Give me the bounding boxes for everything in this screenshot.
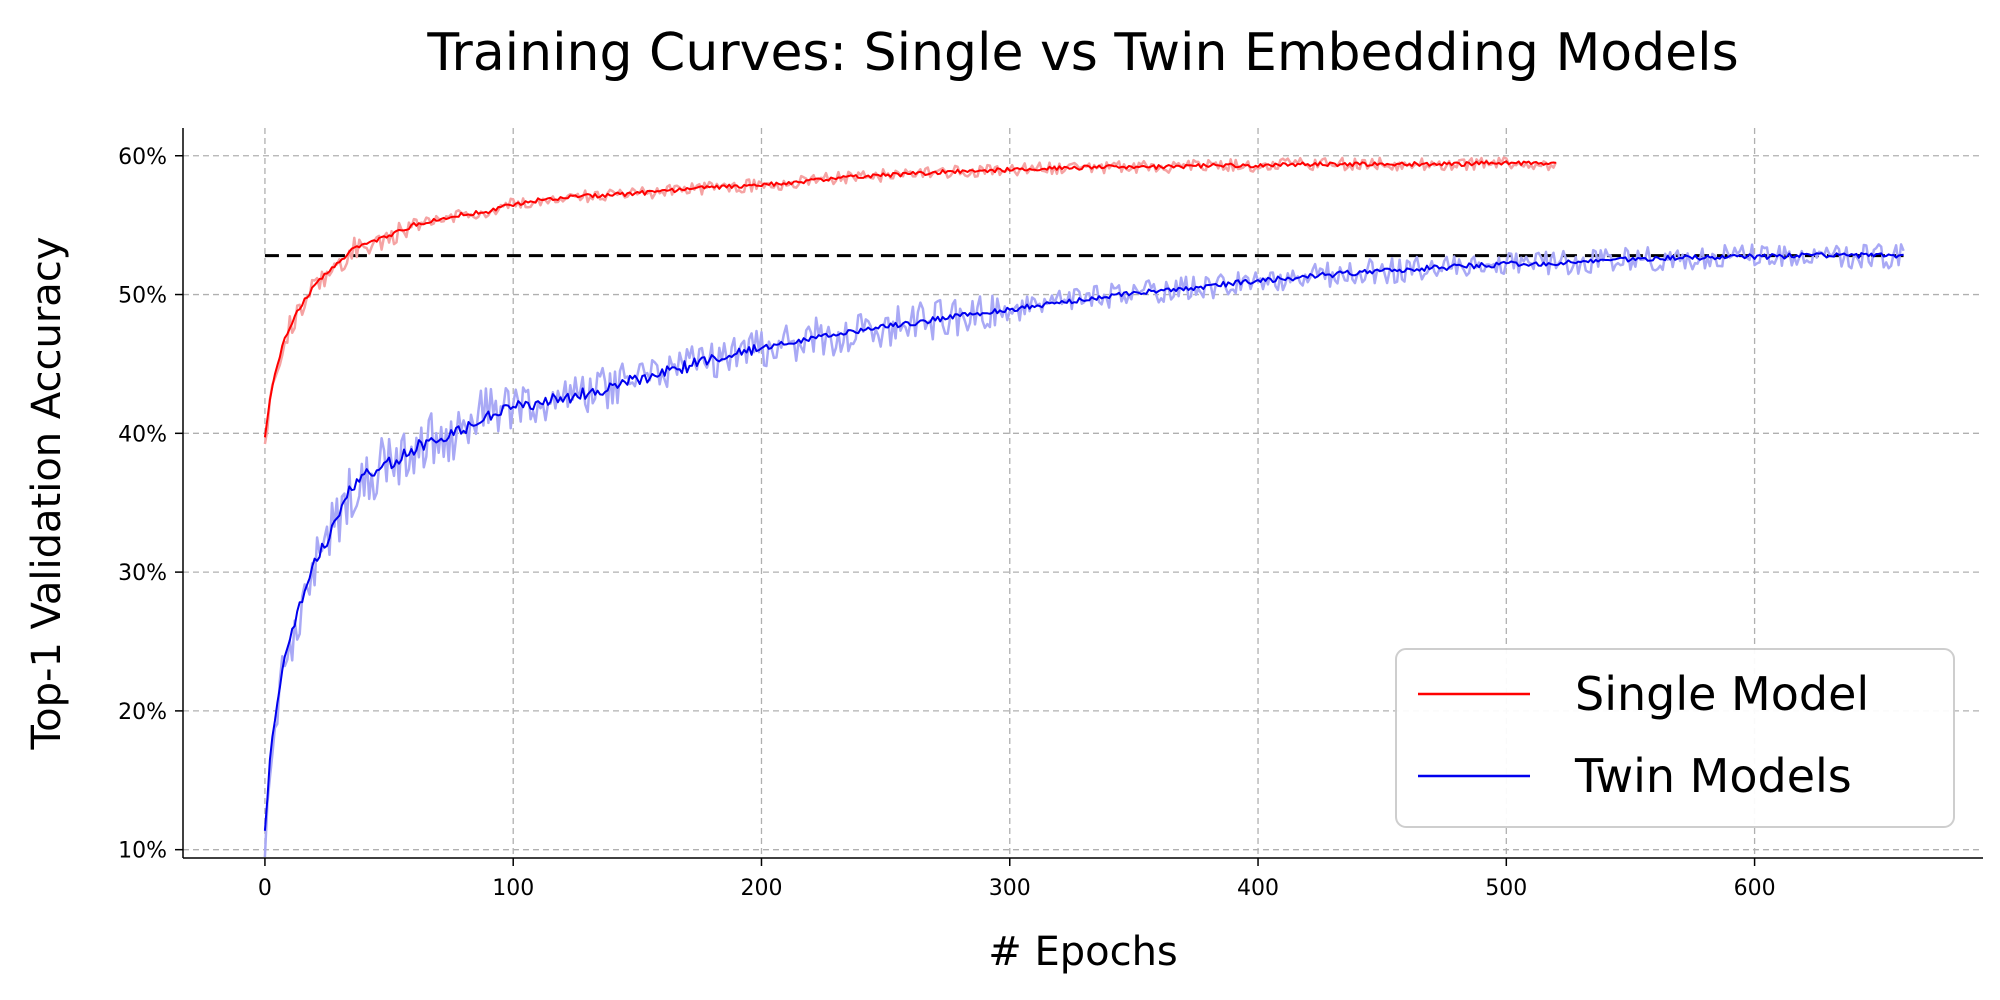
legend-label-single-model: Single Model [1575,667,1869,721]
series-raw-twin-models [263,243,1905,858]
y-tick-label: 30% [118,561,167,586]
tick-labels: 0 100 200 300 400 500 600 10% 20% 30% 40% 50% 60% [118,145,1775,901]
x-tick-label: 200 [740,876,782,901]
x-tick-label: 400 [1237,876,1279,901]
x-tick-label: 600 [1734,876,1776,901]
y-tick-label: 50% [118,284,167,309]
series-group [263,156,1905,858]
grid [183,128,1983,858]
y-tick-label: 20% [118,700,167,725]
series-line-single-model [263,160,1557,438]
legend-box [1395,648,1955,828]
chart-title: Training Curves: Single vs Twin Embeddin… [426,23,1738,83]
x-tick-label: 300 [989,876,1031,901]
legend: Single Model Twin Models [1395,648,1955,828]
y-tick-label: 40% [118,422,167,447]
series-line-twin-models [263,252,1904,831]
y-tick-label: 60% [118,145,167,170]
x-tick-label: 100 [492,876,534,901]
y-axis-label: Top-1 Validation Accuracy [24,237,70,751]
x-tick-label: 500 [1485,876,1527,901]
x-tick-label: 0 [258,876,272,901]
y-tick-label: 10% [118,839,167,864]
x-axis-label: # Epochs [988,929,1178,975]
axes [175,128,1983,866]
legend-label-twin-models: Twin Models [1574,749,1852,803]
